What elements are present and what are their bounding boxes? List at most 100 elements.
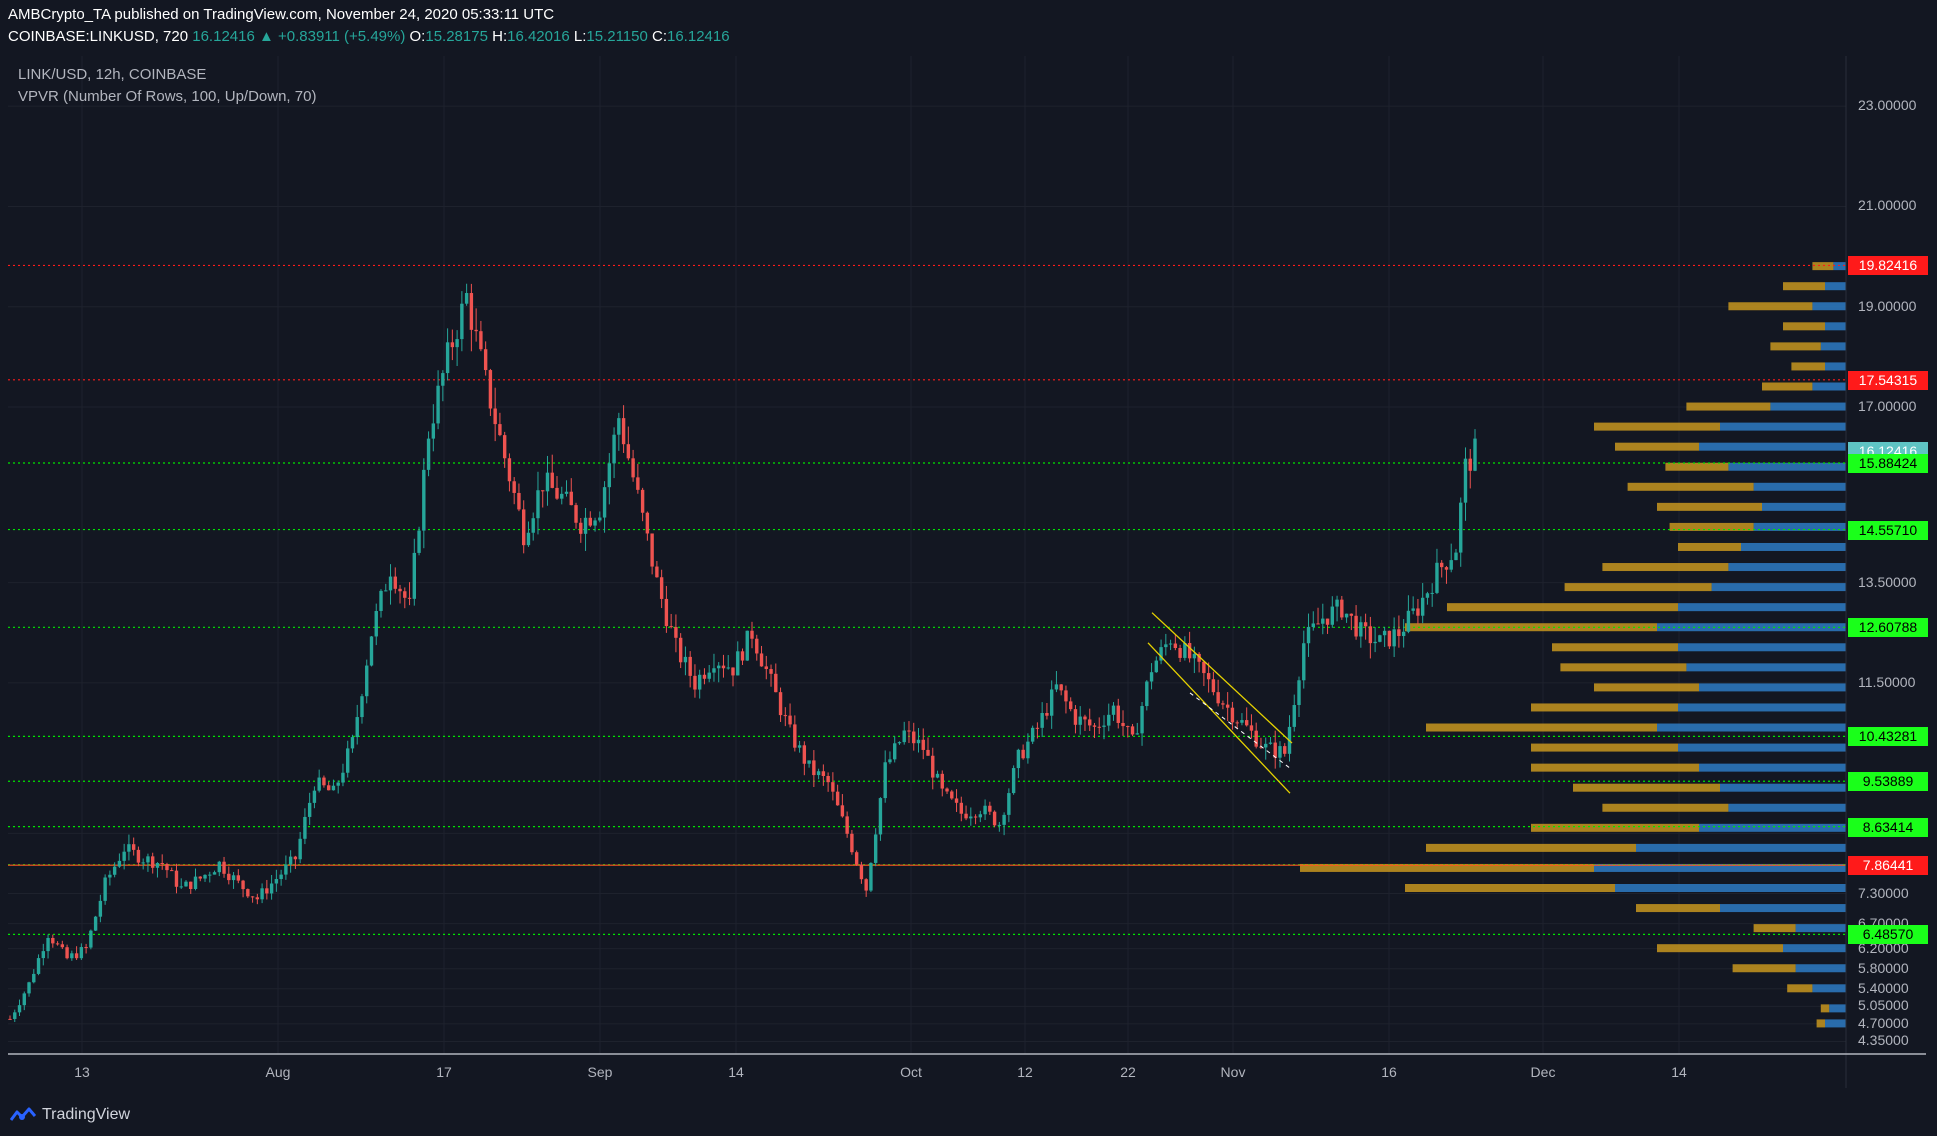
candle-body <box>1126 726 1130 728</box>
vp-down-bar <box>1627 482 1754 491</box>
vp-up-bar <box>1699 763 1846 772</box>
candle-body <box>579 522 583 534</box>
candle-body <box>455 339 459 348</box>
candle-body <box>165 864 169 871</box>
candle-body <box>617 418 621 435</box>
vp-up-bar <box>1812 302 1846 311</box>
candle-body <box>655 566 659 578</box>
candle-body <box>802 745 807 764</box>
candle-body <box>60 944 65 948</box>
candle-body <box>1340 599 1344 618</box>
vp-up-bar <box>1594 863 1846 872</box>
candle-body <box>227 873 231 881</box>
candle-body <box>203 874 207 879</box>
candle-body <box>422 469 426 531</box>
candle-body <box>807 760 811 764</box>
chart-grid <box>8 56 1846 1054</box>
candle-body <box>541 490 545 492</box>
candle-body <box>388 576 393 591</box>
symbol-legend[interactable]: LINK/USD, 12h, COINBASE <box>18 66 207 83</box>
candle-body <box>1187 643 1192 659</box>
candle-body <box>36 958 41 974</box>
candle-body <box>417 530 421 553</box>
vp-up-bar <box>1678 703 1846 712</box>
candle-body <box>1344 613 1349 618</box>
vp-up-bar <box>1825 362 1846 371</box>
candle-body <box>1473 438 1477 471</box>
price-axis-tick: 4.35000 <box>1858 1032 1909 1049</box>
vp-up-bar <box>1753 522 1846 531</box>
price-axis-tick: 7.30000 <box>1858 884 1909 901</box>
vp-up-bar <box>1812 984 1846 993</box>
candle-body <box>89 930 93 948</box>
candle-body <box>393 576 397 589</box>
candle-body <box>921 739 925 750</box>
candle-body <box>346 748 350 773</box>
candle-body <box>778 692 783 716</box>
candle-body <box>1463 458 1468 503</box>
candle-body <box>250 896 255 898</box>
channel-mid-line <box>1189 692 1291 769</box>
candle-body <box>1135 733 1139 735</box>
price-tag-resistance: 17.54315 <box>1848 370 1928 390</box>
candle-body <box>959 802 963 814</box>
vp-up-bar <box>1678 743 1846 752</box>
candle-body <box>621 418 626 445</box>
candle-body <box>907 730 911 732</box>
candle-body <box>331 785 336 791</box>
candle-body <box>583 517 588 534</box>
ohlc-line: COINBASE:LINKUSD, 720 16.12416 ▲ +0.8391… <box>8 28 730 45</box>
candle-body <box>384 590 388 592</box>
candle-body <box>983 805 987 815</box>
candle-body <box>1068 701 1073 710</box>
time-axis-tick: 16 <box>1381 1064 1397 1080</box>
vp-down-bar <box>1657 944 1783 953</box>
vp-up-bar <box>1783 944 1846 953</box>
candle-body <box>945 788 949 792</box>
vp-down-bar <box>1560 663 1687 672</box>
candle-body <box>912 731 916 744</box>
candle-body <box>1382 630 1387 636</box>
footer-brand[interactable]: TradingView <box>10 1102 130 1128</box>
time-axis-tick: Sep <box>587 1064 613 1080</box>
candle-body <box>436 385 440 424</box>
candle-body <box>51 937 55 944</box>
vp-down-bar <box>1820 1004 1830 1013</box>
candle-body <box>269 883 274 894</box>
candle-body <box>1297 680 1301 706</box>
candle-body <box>479 331 483 350</box>
candle-body <box>55 943 60 945</box>
candle-body <box>1368 626 1373 644</box>
candle-body <box>797 745 802 748</box>
candle-body <box>1168 643 1173 645</box>
tradingview-brand-text: TradingView <box>42 1106 131 1123</box>
candle-body <box>1411 608 1415 611</box>
vp-up-bar <box>1720 422 1846 431</box>
candle-body <box>826 776 830 783</box>
vp-up-bar <box>1728 803 1846 812</box>
candle-body <box>122 851 126 861</box>
candle-body <box>626 444 631 459</box>
price-axis-tick: 11.50000 <box>1858 673 1916 690</box>
candle-body <box>498 424 502 436</box>
candle-body <box>1444 567 1449 570</box>
candle-body <box>241 880 245 890</box>
candle-body <box>65 947 69 959</box>
candle-body <box>1121 722 1125 727</box>
candle-body <box>954 798 959 803</box>
candle-body <box>1378 635 1382 642</box>
time-axis-tick: Nov <box>1220 1064 1246 1080</box>
candle-body <box>13 1012 17 1019</box>
candle-body <box>1330 606 1335 625</box>
candle-body <box>17 1005 22 1013</box>
candle-body <box>279 874 283 880</box>
candle-body <box>607 463 612 488</box>
price-axis-tick: 13.50000 <box>1858 573 1917 590</box>
indicator-legend[interactable]: VPVR (Number Of Rows, 100, Up/Down, 70) <box>18 88 317 105</box>
price-axis-tick: 5.80000 <box>1858 959 1909 976</box>
candle-body <box>659 577 664 599</box>
candle-body <box>488 370 493 409</box>
candle-body <box>736 651 740 676</box>
candle-body <box>845 816 849 834</box>
